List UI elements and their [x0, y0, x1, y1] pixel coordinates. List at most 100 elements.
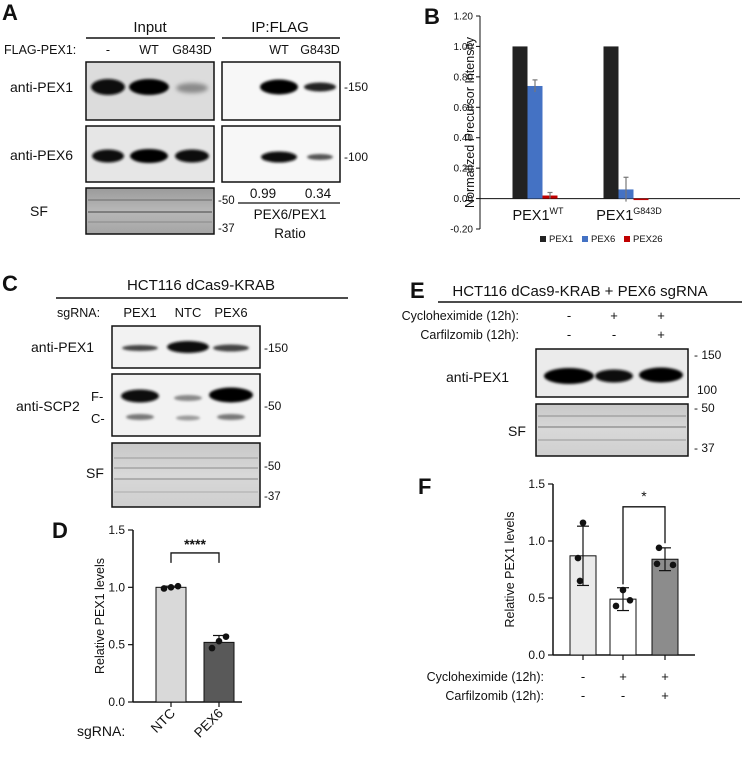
bar [603, 46, 619, 199]
y-tick-label: 0.80 [454, 72, 474, 83]
y-tick-label: 0.60 [454, 103, 474, 114]
lane-c-ntc: NTC [175, 305, 202, 320]
legend-label: PEX6 [591, 234, 615, 245]
panel-letter-d: D [52, 518, 68, 543]
y-tick-label: 1.5 [108, 523, 125, 537]
chart-d: D 0.0 0.5 1.0 1.5 Relative PEX1 levels NTC PEX… [52, 518, 242, 741]
row2-value: - [621, 688, 625, 703]
data-point [222, 633, 230, 640]
data-point [576, 577, 584, 585]
row2-value: + [661, 688, 669, 703]
sgrna-row-label: sgRNA: [57, 306, 100, 320]
lane-input-g843d: G843D [172, 43, 212, 57]
data-point [160, 585, 168, 592]
bar [203, 641, 235, 703]
legend-swatch [624, 236, 630, 242]
x-category-label: PEX1G843D [596, 206, 662, 224]
bar [633, 198, 649, 201]
bar [155, 586, 187, 703]
y-tick-label: 1.5 [528, 477, 545, 491]
blot-label-anti-pex1: anti-PEX1 [10, 79, 73, 95]
blot-c-sf [111, 442, 261, 508]
panel-a: A Input IP:FLAG FLAG-PEX1: - WT G843D WT… [2, 0, 368, 241]
chart-b: B -0.20 0.00 0.20 0.40 0.60 0.80 1.00 1.20 Norma… [424, 4, 740, 245]
lane-ip-wt: WT [269, 43, 289, 57]
row1-label: Cycloheximide (12h): [427, 670, 544, 684]
mw-e-100: 100 [697, 383, 717, 397]
mw-c-150: -150 [264, 341, 288, 355]
row1-value: + [619, 669, 627, 684]
y-tick-label: 1.0 [108, 580, 125, 594]
bar [527, 85, 543, 199]
blot-ip-pex1 [221, 61, 341, 121]
significance-label: **** [184, 536, 206, 552]
blot-label-c-anti-pex1: anti-PEX1 [31, 339, 94, 355]
y-tick-label: 0.00 [454, 194, 474, 205]
data-point [655, 544, 663, 552]
x-category-label: PEX6 [191, 706, 226, 741]
panel-letter-f: F [418, 474, 431, 499]
data-point [619, 586, 627, 594]
y-tick-label: 1.20 [454, 12, 474, 23]
blot-input-pex1 [85, 61, 215, 121]
mw-a-100: -100 [344, 150, 368, 164]
y-tick-label: 1.0 [528, 534, 545, 548]
e-row2-lane1: - [567, 327, 571, 342]
flag-pex1-row-label: FLAG-PEX1: [4, 43, 76, 57]
e-row2-lane3: + [657, 327, 665, 342]
blot-e-pex1 [535, 348, 689, 398]
blot-input-pex6 [85, 125, 215, 183]
significance-bracket [170, 552, 220, 563]
panel-e: E HCT116 dCas9-KRAB + PEX6 sgRNA Cyclohe… [402, 278, 742, 457]
data-point [653, 560, 661, 568]
y-axis-label: Relative PEX1 levels [503, 511, 517, 627]
y-axis-label: Relative PEX1 levels [93, 558, 107, 674]
legend-label: PEX26 [633, 234, 663, 245]
blot-label-c-sf: SF [86, 465, 104, 481]
mw-a-sf-50: -50 [218, 195, 235, 207]
input-header: Input [133, 19, 167, 36]
bar [651, 558, 679, 656]
y-axis-label: Normalized Precursor Intensity [463, 36, 477, 208]
panel-letter-a: A [2, 0, 18, 25]
lane-input-neg: - [106, 43, 110, 57]
chart-f: F 0.0 0.5 1.0 1.5 Relative PEX1 levels - - + - + +… [418, 474, 695, 703]
blot-label-sf: SF [30, 203, 48, 219]
row1-value: + [661, 669, 669, 684]
ratio-value-g843d: 0.34 [305, 186, 332, 201]
ip-flag-header: IP:FLAG [251, 19, 309, 36]
mw-e-150: - 150 [694, 348, 722, 362]
mw-a-150: -150 [344, 80, 368, 94]
data-point [574, 554, 582, 562]
lane-c-pex1: PEX1 [123, 305, 156, 320]
data-point [669, 561, 677, 569]
ratio-value-wt: 0.99 [250, 186, 276, 201]
blot-e-sf [535, 403, 689, 457]
panel-c-title: HCT116 dCas9-KRAB [127, 277, 275, 294]
e-row2-label: Carfilzomib (12h): [420, 328, 519, 342]
e-row1-lane1: - [567, 308, 571, 323]
x-category-label: NTC [148, 705, 178, 735]
e-row1-label: Cycloheximide (12h): [402, 309, 519, 323]
lane-ip-g843d: G843D [300, 43, 340, 57]
x-category-label: PEX1WT [512, 206, 564, 224]
bar [512, 46, 528, 199]
mw-e-37: - 37 [694, 441, 715, 455]
lane-input-wt: WT [139, 43, 159, 57]
data-point [626, 596, 634, 604]
data-point [167, 584, 175, 591]
blot-c-pex1 [111, 325, 261, 369]
y-tick-label: 0.5 [528, 591, 545, 605]
significance-bracket [622, 506, 666, 585]
panel-letter-c: C [2, 271, 18, 296]
x-axis-prefix-label: sgRNA: [77, 723, 125, 739]
mw-c-sf-50: -50 [264, 461, 281, 473]
data-point [174, 582, 182, 590]
e-row2-lane2: - [612, 327, 616, 342]
panel-letter-b: B [424, 4, 440, 29]
y-tick-label: 0.0 [108, 695, 125, 709]
row2-value: - [581, 688, 585, 703]
e-row1-lane3: + [657, 308, 665, 323]
category-main: PEX1 [512, 208, 549, 224]
